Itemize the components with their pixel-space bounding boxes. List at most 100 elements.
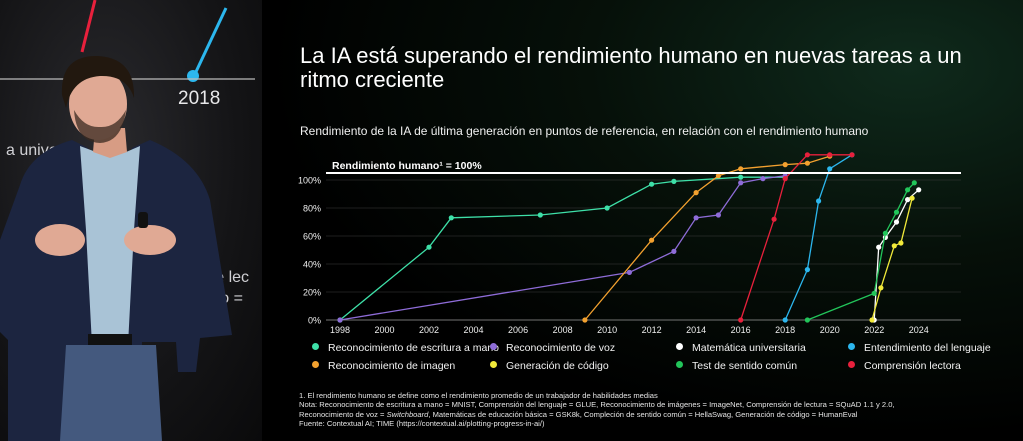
speaker-clicker [138,212,148,228]
data-point [905,187,911,193]
x-tick-label: 2006 [508,325,528,335]
x-tick-label: 2016 [731,325,751,335]
series-line [740,154,852,321]
data-point [849,152,855,158]
speaker-left-hand [35,224,85,256]
data-point [882,230,889,236]
data-point [649,181,655,187]
series-language [782,152,855,323]
data-point [626,269,632,275]
data-point [693,190,699,196]
bg-red-line [80,0,97,53]
bg-year-label: 2018 [178,88,221,109]
chart-axes: 0% 20% 40% 60% 80% 100% 1998 2000 2002 2004 2006 20… [298,176,961,335]
legend-item-speech: Reconocimiento de voz [490,342,615,354]
legend-marker [312,343,319,350]
y-tick-label: 80% [303,204,321,214]
series-line [807,182,915,321]
human-baseline-label: Rendimiento humano¹ = 100% [332,160,482,172]
legend-item-commonsense: Test de sentido común [676,360,797,372]
data-point [693,215,699,221]
footnotes: 1. El rendimiento humano se define como … [299,391,1009,428]
y-tick-label: 20% [303,288,321,298]
data-point [738,180,744,186]
data-point [671,178,677,184]
background-slide-mirror [0,0,255,82]
speaker-figure [0,55,232,441]
speaker-shirt [80,138,140,345]
data-point [738,317,744,323]
chart-subtitle: Rendimiento de la IA de última generació… [300,124,869,138]
x-tick-label: 2020 [820,325,840,335]
footnote-note: Nota: Reconocimiento de escritura a mano… [299,400,895,410]
data-point [782,317,788,323]
legend-marker [312,361,319,368]
data-point [898,240,904,246]
data-point [916,187,922,193]
legend-marker [676,361,683,368]
data-point [582,317,588,323]
data-point [782,176,788,182]
series-university_math [871,187,922,323]
speaker-right-hand [124,225,176,255]
legend-label: Matemática universitaria [692,342,806,354]
data-point [909,195,915,201]
data-point [827,166,833,172]
data-point [869,317,875,323]
chart: 0% 20% 40% 60% 80% 100% 1998 2000 2002 2004 2006 20… [298,152,961,335]
data-point [738,174,744,180]
x-tick-label: 2008 [553,325,573,335]
data-point [337,317,343,323]
data-point [871,290,877,296]
data-point [878,285,884,291]
data-point [804,317,811,323]
data-point [804,267,811,273]
legend-label: Generación de código [506,360,609,372]
data-point [604,205,610,211]
data-point [738,166,744,172]
data-point [827,152,833,158]
speaker-hair [61,55,135,108]
legend-item-image: Reconocimiento de imagen [312,360,455,372]
x-tick-label: 2002 [419,325,439,335]
data-point [649,237,655,243]
legend-item-code: Generación de código [490,360,609,372]
data-point [804,152,811,158]
legend-label: Reconocimiento de imagen [328,360,456,372]
legend-item-university-math: Matemática universitaria [676,342,806,354]
series-commonsense [804,180,917,323]
data-point [876,244,882,250]
legend-label: Entendimiento del lenguaje [864,342,991,354]
data-point [760,176,766,182]
x-tick-label: 2000 [375,325,395,335]
series-speech [337,173,788,323]
y-tick-label: 40% [303,260,321,270]
human-performance-line: Rendimiento humano¹ = 100% [326,160,961,174]
chart-series [337,152,922,323]
speaker-pants [60,345,162,441]
series-line [339,175,786,321]
slide-title: La IA está superando el rendimiento huma… [300,43,962,92]
data-point [891,243,897,249]
x-tick-label: 2014 [686,325,706,335]
x-tick-label: 2018 [775,325,795,335]
data-point [448,215,454,221]
legend-label: Reconocimiento de voz [506,342,616,354]
legend-marker [676,343,683,350]
series-line [584,155,830,321]
footnote-human-definition: 1. El rendimiento humano se define como … [299,391,658,400]
data-point [782,162,788,168]
series-line [339,176,786,321]
series-code [869,195,915,323]
x-tick-label: 2012 [642,325,662,335]
data-point [804,160,811,166]
legend-marker [848,361,855,368]
legend-marker [490,361,497,368]
speaker-belt [88,334,132,345]
data-point [816,198,822,204]
data-point [771,216,777,222]
data-point [715,173,721,179]
series-line [784,154,853,321]
data-point [671,248,677,254]
legend-label: Comprensión lectora [864,360,961,372]
